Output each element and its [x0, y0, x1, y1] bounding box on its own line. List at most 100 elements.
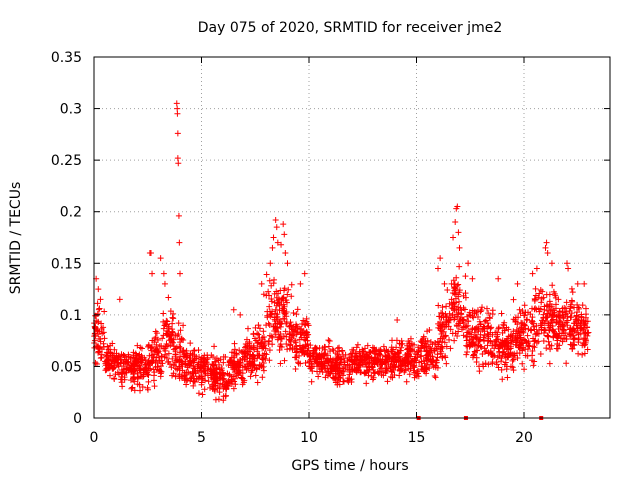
data-point [463, 351, 470, 358]
data-point [464, 349, 471, 356]
data-point-peak [174, 130, 181, 137]
data-point-peak [175, 160, 182, 167]
data-point [464, 318, 471, 325]
data-point [191, 365, 198, 372]
data-point [227, 356, 234, 363]
data-point [292, 365, 299, 372]
data-point [163, 317, 170, 324]
data-point [530, 320, 537, 327]
data-point [273, 294, 280, 301]
data-point [547, 346, 554, 353]
data-point [574, 320, 581, 327]
data-point [336, 374, 343, 381]
data-point [482, 360, 489, 367]
data-point [485, 310, 492, 317]
data-point [366, 355, 373, 362]
data-point [575, 350, 582, 357]
data-point [471, 351, 478, 358]
data-point [463, 323, 470, 330]
data-point [146, 352, 153, 359]
data-point [189, 368, 196, 375]
data-point [455, 328, 462, 335]
data-point [219, 381, 226, 388]
data-point [353, 364, 360, 371]
data-point [252, 324, 259, 331]
data-point [167, 342, 174, 349]
data-point [361, 370, 368, 377]
data-point-peak [274, 239, 281, 246]
data-point [162, 321, 169, 328]
data-point [263, 351, 270, 358]
data-point [456, 263, 463, 270]
data-point [268, 282, 275, 289]
data-point-peak [564, 260, 570, 267]
data-point [201, 386, 208, 393]
data-point [569, 298, 576, 305]
data-point [289, 346, 296, 353]
data-point [365, 372, 372, 379]
data-point [255, 322, 262, 329]
data-point [292, 337, 299, 344]
data-point [387, 365, 394, 372]
data-point-peak [454, 203, 461, 210]
data-point [447, 326, 454, 333]
data-point [212, 379, 219, 386]
data-point [127, 366, 134, 373]
data-point [546, 360, 553, 367]
data-point [125, 351, 132, 358]
data-point [491, 352, 498, 359]
data-point [462, 324, 469, 331]
data-point [201, 372, 208, 379]
data-point [193, 375, 200, 382]
data-point [156, 343, 163, 350]
data-point [373, 351, 380, 358]
data-point [324, 372, 331, 379]
data-point [398, 356, 405, 363]
data-point [447, 345, 454, 352]
data-point [164, 331, 171, 338]
data-point [237, 370, 244, 377]
data-point [378, 371, 385, 378]
data-point [577, 324, 584, 331]
data-point [99, 330, 106, 337]
data-point [501, 327, 508, 334]
data-point [499, 343, 506, 350]
data-point [238, 374, 245, 381]
data-point [200, 355, 207, 362]
data-point [274, 300, 281, 307]
data-point [114, 359, 121, 366]
data-point [134, 358, 141, 365]
data-point-peak [514, 280, 521, 287]
data-point [397, 347, 404, 354]
data-point [511, 334, 518, 341]
data-point [452, 295, 459, 302]
data-point [107, 342, 114, 349]
data-point [560, 315, 567, 322]
data-point [169, 326, 176, 333]
data-point [337, 359, 344, 366]
data-point [213, 365, 220, 372]
data-point [214, 385, 221, 392]
data-point [158, 363, 165, 370]
data-point [575, 336, 582, 343]
data-point [226, 371, 233, 378]
data-point [538, 299, 545, 306]
data-point [278, 343, 285, 350]
data-point [436, 313, 443, 320]
data-point [307, 342, 314, 349]
data-point-peak [548, 260, 555, 267]
data-point [310, 353, 317, 360]
data-point [176, 358, 183, 365]
data-point [463, 334, 470, 341]
data-point [514, 337, 521, 344]
data-point [290, 323, 297, 330]
data-point [568, 310, 575, 317]
data-point [287, 341, 294, 348]
data-point [183, 381, 190, 388]
data-point-peak [174, 105, 181, 112]
data-point [393, 344, 400, 351]
data-point [561, 327, 568, 334]
data-point [153, 330, 160, 337]
data-point [247, 351, 254, 358]
y-tick-label: 0 [73, 411, 82, 427]
